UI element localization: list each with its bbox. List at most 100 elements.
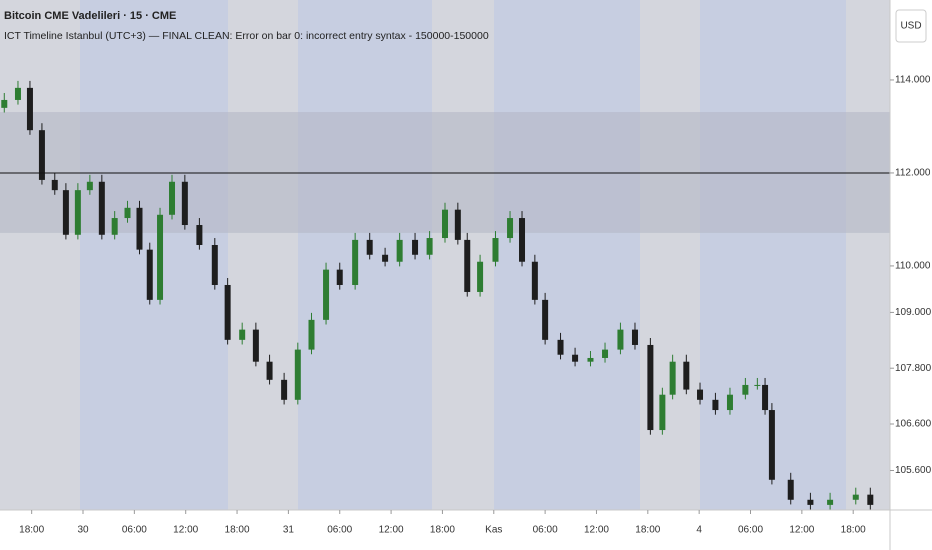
candle-body [239, 329, 246, 340]
x-tick-label: 12:00 [379, 525, 404, 536]
candle [587, 351, 594, 367]
candle [557, 332, 564, 360]
candle-body [867, 494, 874, 505]
candle-body [697, 389, 704, 400]
candle [224, 278, 231, 345]
candle-body [754, 384, 761, 386]
candle-body [98, 181, 105, 235]
candle-body [266, 361, 273, 380]
currency-label[interactable]: USD [900, 21, 921, 32]
candle [323, 262, 330, 325]
candle [86, 174, 93, 195]
candle [754, 377, 761, 390]
candle [111, 211, 118, 240]
candle-body [852, 494, 859, 500]
candle [807, 492, 814, 510]
candle-body [396, 239, 403, 262]
candle-body [631, 329, 638, 345]
chart-title: Bitcoin CME Vadelileri · 15 · CME [4, 10, 176, 22]
candle [124, 200, 131, 223]
marks [0, 80, 890, 510]
candle-body [602, 349, 609, 358]
candle [136, 200, 143, 255]
candle-body [617, 329, 624, 350]
candle-body [807, 499, 814, 505]
candle [366, 232, 373, 260]
candle [308, 312, 315, 355]
candle-body [86, 181, 93, 191]
candle [631, 322, 638, 350]
candle-body [14, 87, 21, 100]
candle [211, 238, 218, 290]
candle-body [308, 319, 315, 350]
x-tick-label: 30 [77, 525, 89, 536]
candle-body [146, 249, 153, 300]
candle-body [587, 357, 594, 362]
candle-body [294, 349, 301, 400]
candle-body [352, 239, 359, 285]
candle [196, 218, 203, 250]
candle [26, 80, 33, 135]
candle-body [51, 179, 58, 191]
candle-body [787, 479, 794, 500]
candle-body [136, 207, 143, 250]
candle [712, 392, 719, 415]
candle [669, 354, 676, 400]
candle-body [683, 361, 690, 390]
candle [336, 262, 343, 290]
candle [464, 232, 471, 297]
candle [38, 123, 45, 185]
candle [492, 231, 499, 267]
candle-body [224, 284, 231, 340]
candle [266, 354, 273, 385]
candle-body [454, 209, 461, 240]
candle-body [196, 225, 203, 246]
candle [157, 207, 164, 305]
candle-body [169, 181, 176, 215]
candle [572, 347, 579, 367]
candle [519, 211, 526, 267]
x-tick-label: Kas [485, 525, 502, 536]
candle-body [659, 394, 666, 431]
candle [352, 232, 359, 290]
candle-body [26, 87, 33, 131]
x-tick-label: 06:00 [738, 525, 763, 536]
x-tick-label: 31 [283, 525, 295, 536]
candle-body [426, 238, 433, 255]
candle-body [38, 130, 45, 180]
candle-body [531, 261, 538, 300]
candle [281, 372, 288, 405]
candle [852, 487, 859, 505]
x-tick-label: 18:00 [635, 525, 660, 536]
session-column [846, 0, 890, 510]
candle-body [124, 207, 131, 219]
candle-body [742, 384, 749, 395]
candle-body [211, 245, 218, 285]
x-tick-label: 06:00 [533, 525, 558, 536]
y-tick-label: 107.800 [895, 363, 932, 374]
session-column [0, 0, 80, 510]
candle [768, 403, 775, 485]
candle [14, 80, 21, 105]
candle-body [323, 269, 330, 320]
candle [659, 387, 666, 435]
candle-body [111, 218, 118, 235]
candle [507, 211, 514, 243]
candle-body [647, 344, 654, 431]
x-tick-label: 18:00 [19, 525, 44, 536]
x-tick-label: 18:00 [841, 525, 866, 536]
candle-body [507, 218, 514, 239]
candle-body [74, 190, 81, 235]
candle [762, 377, 769, 415]
y-tick-label: 114.000 [895, 75, 931, 86]
candle-body [542, 299, 549, 340]
candle [412, 232, 419, 260]
currency-button[interactable] [895, 9, 927, 43]
candle-body [1, 99, 8, 108]
candle [239, 322, 246, 345]
candle [1, 92, 8, 113]
candle [787, 472, 794, 505]
candle [74, 183, 81, 240]
candle-body [572, 354, 579, 362]
session-column [228, 0, 298, 510]
